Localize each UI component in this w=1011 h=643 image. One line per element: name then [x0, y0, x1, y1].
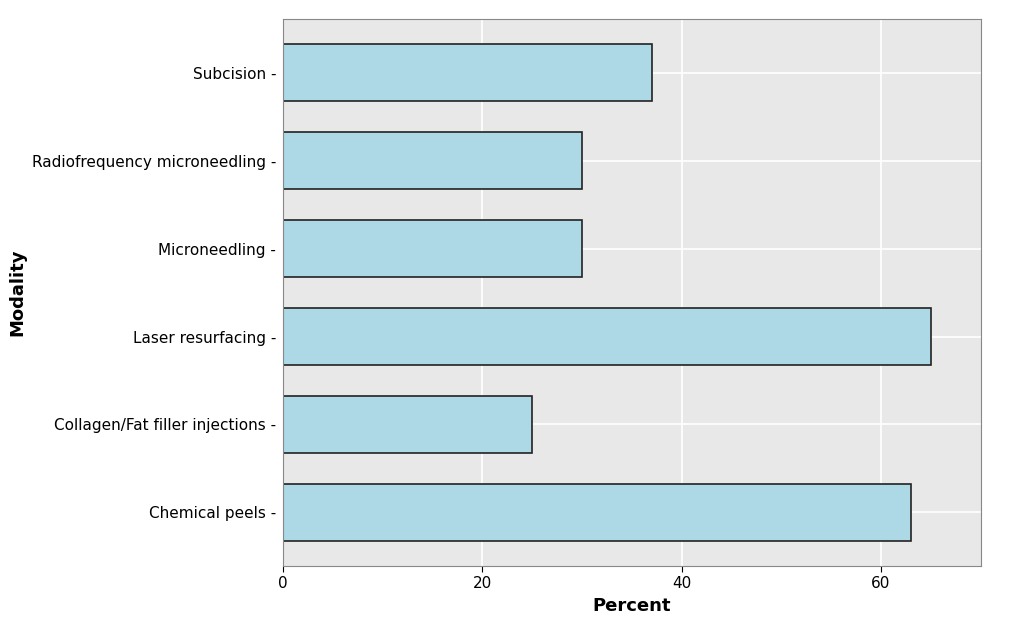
- Bar: [283, 484, 911, 541]
- Bar: [283, 396, 532, 453]
- Bar: [283, 308, 931, 365]
- Bar: [283, 44, 652, 102]
- X-axis label: Percent: Percent: [592, 597, 671, 615]
- Bar: [283, 132, 582, 189]
- Y-axis label: Modality: Modality: [8, 249, 26, 336]
- Bar: [283, 220, 582, 277]
